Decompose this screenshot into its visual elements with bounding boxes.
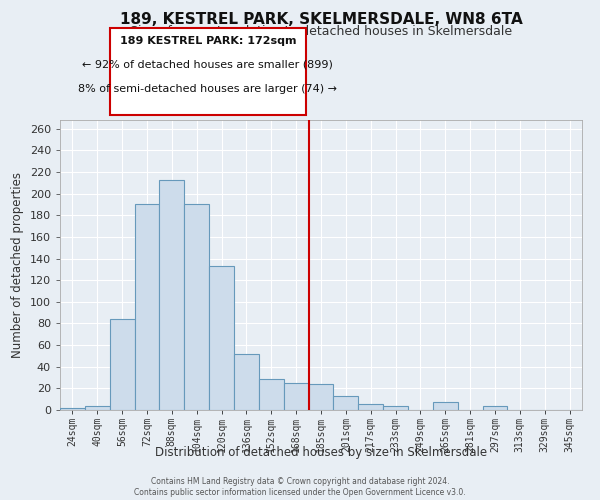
Text: Contains public sector information licensed under the Open Government Licence v3: Contains public sector information licen… [134,488,466,497]
Bar [184,204,209,410]
Text: 189 KESTREL PARK: 172sqm: 189 KESTREL PARK: 172sqm [119,36,296,46]
Text: 8% of semi-detached houses are larger (74) →: 8% of semi-detached houses are larger (7… [79,84,337,94]
Text: Contains HM Land Registry data © Crown copyright and database right 2024.: Contains HM Land Registry data © Crown c… [151,476,449,486]
Bar [308,384,334,410]
Bar [134,204,160,410]
Text: Size of property relative to detached houses in Skelmersdale: Size of property relative to detached ho… [130,25,512,38]
Bar [160,180,184,410]
Bar [60,408,85,410]
Text: ← 92% of detached houses are smaller (899): ← 92% of detached houses are smaller (89… [82,60,334,70]
Bar [209,266,234,410]
Bar [358,404,383,410]
Bar [383,406,408,410]
Bar [234,354,259,410]
Bar [334,396,358,410]
Bar [284,383,308,410]
Text: Distribution of detached houses by size in Skelmersdale: Distribution of detached houses by size … [155,446,487,459]
Bar [85,406,110,410]
Bar [482,406,508,410]
Bar [110,319,134,410]
Bar [259,378,284,410]
Text: 189, KESTREL PARK, SKELMERSDALE, WN8 6TA: 189, KESTREL PARK, SKELMERSDALE, WN8 6TA [119,12,523,28]
Y-axis label: Number of detached properties: Number of detached properties [11,172,24,358]
Bar [433,402,458,410]
